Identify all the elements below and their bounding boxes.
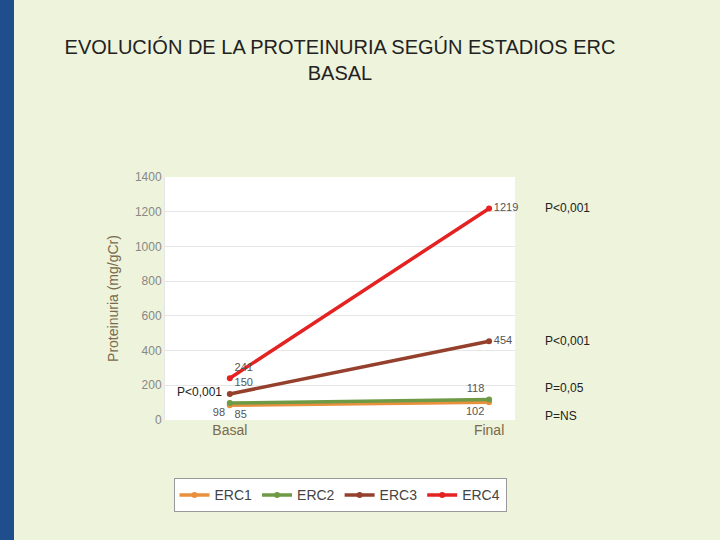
svg-text:P=0,05: P=0,05 <box>545 381 584 395</box>
svg-text:98: 98 <box>213 406 225 418</box>
svg-text:85: 85 <box>235 408 247 420</box>
svg-text:400: 400 <box>142 344 162 358</box>
svg-text:1400: 1400 <box>135 170 162 184</box>
svg-text:1000: 1000 <box>135 240 162 254</box>
svg-text:200: 200 <box>142 378 162 392</box>
svg-text:1219: 1219 <box>494 201 518 213</box>
svg-text:ERC4: ERC4 <box>462 487 500 503</box>
svg-text:Final: Final <box>474 422 504 438</box>
svg-text:P<0,001: P<0,001 <box>545 334 590 348</box>
svg-text:ERC2: ERC2 <box>297 487 335 503</box>
svg-text:241: 241 <box>235 361 253 373</box>
svg-text:118: 118 <box>467 382 485 394</box>
svg-text:0: 0 <box>155 413 162 427</box>
svg-text:P<0,001: P<0,001 <box>177 385 222 399</box>
svg-text:Proteinuria (mg/gCr): Proteinuria (mg/gCr) <box>105 235 121 362</box>
svg-text:600: 600 <box>142 309 162 323</box>
svg-text:P<0,001: P<0,001 <box>545 201 590 215</box>
svg-text:ERC3: ERC3 <box>380 487 418 503</box>
svg-text:1200: 1200 <box>135 205 162 219</box>
svg-text:P=NS: P=NS <box>545 409 577 423</box>
svg-text:EVOLUCIÓN DE LA PROTEINURIA SE: EVOLUCIÓN DE LA PROTEINURIA SEGÚN ESTADI… <box>65 36 616 84</box>
svg-text:ERC1: ERC1 <box>215 487 253 503</box>
svg-text:800: 800 <box>142 274 162 288</box>
svg-text:102: 102 <box>466 405 484 417</box>
svg-text:150: 150 <box>235 376 253 388</box>
svg-text:Basal: Basal <box>212 422 247 438</box>
svg-text:454: 454 <box>494 334 512 346</box>
